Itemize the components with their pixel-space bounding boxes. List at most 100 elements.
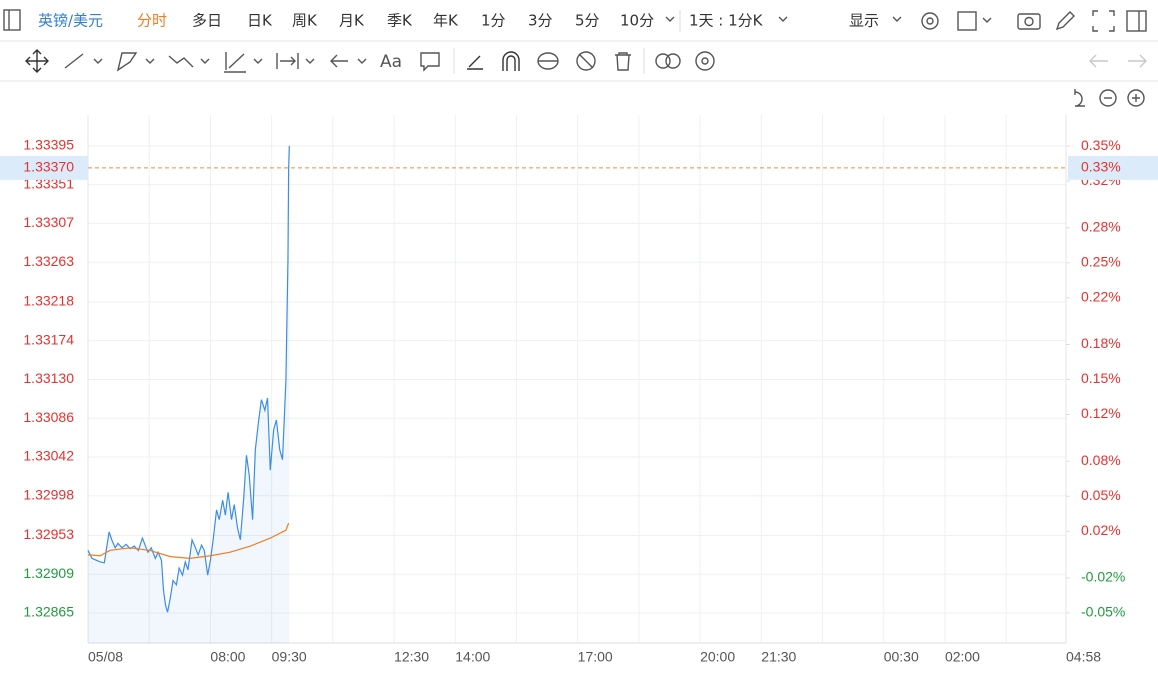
y-tick-label: 1.33307 [23, 214, 74, 230]
wave-tool[interactable] [168, 55, 194, 68]
reset-zoom[interactable] [1074, 89, 1085, 107]
price-line [87, 522, 290, 559]
period-tab[interactable]: 1分 [481, 12, 506, 30]
area-fill [88, 145, 290, 643]
note-tool[interactable] [420, 52, 440, 72]
fullscreen-icon[interactable] [1092, 10, 1115, 32]
zoom-out[interactable] [1099, 89, 1117, 107]
x-tick-label: 12:30 [394, 649, 429, 665]
y-tick-label: 1.33395 [23, 137, 74, 153]
y2-tick-label: 0.12% [1081, 405, 1121, 421]
redo[interactable] [1128, 54, 1147, 68]
last-change-box [1068, 155, 1158, 180]
x-tick-label: 14:00 [455, 649, 490, 665]
magnet-line-tool[interactable] [467, 55, 483, 70]
undo[interactable] [1089, 54, 1108, 68]
chart: 05/08 08:00 09:30 12:30 14:00 17:00 20:00 21:30… [0, 115, 1158, 665]
last-change-label: 0.33% [1081, 159, 1121, 175]
x-tick-label: 17:00 [578, 649, 613, 665]
chevron [982, 17, 992, 23]
last-price-label: 1.33370 [23, 159, 74, 175]
pen-icon[interactable] [1055, 11, 1075, 31]
chevron [665, 16, 675, 22]
y-tick-label: 1.33086 [23, 409, 74, 425]
x-tick-label: 08:00 [210, 649, 245, 665]
settings-icon-core [926, 17, 934, 25]
zoom-in-sign [1132, 94, 1140, 102]
camera-lens [1024, 16, 1034, 27]
period-tab[interactable]: 日K [247, 12, 273, 30]
symbol[interactable]: 英镑/美元 [38, 12, 103, 30]
arrow-tool[interactable] [330, 54, 348, 68]
compare-tool[interactable] [655, 53, 671, 69]
x-tick-label: 05/08 [88, 649, 123, 665]
x-tick-label: 21:30 [761, 649, 796, 665]
display-menu[interactable]: 显示 [849, 12, 879, 30]
zoom-in[interactable] [1127, 89, 1145, 107]
shape-tool[interactable] [116, 52, 138, 72]
y2-tick-label: -0.05% [1081, 604, 1125, 620]
sidebar-toggle[interactable] [3, 9, 21, 31]
panel-icon[interactable] [1126, 10, 1147, 32]
period-tab[interactable]: 5分 [575, 12, 600, 30]
y-tick-label: 1.32865 [23, 604, 74, 620]
x-tick-label: 02:00 [945, 649, 980, 665]
chevron [305, 58, 315, 64]
last-price-box [0, 155, 88, 180]
delete-tool[interactable] [615, 52, 631, 71]
chevron [357, 58, 367, 64]
y2-tick-label: 0.15% [1081, 370, 1121, 386]
y-tick-label: 1.32953 [23, 526, 74, 542]
chevron [778, 16, 788, 22]
range-select[interactable]: 1天 : 1分K [689, 12, 764, 30]
hide-tool[interactable] [576, 51, 596, 71]
y-tick-label: 1.32998 [23, 486, 74, 502]
y2-tick-label: 0.08% [1081, 452, 1121, 468]
y2-tick-label: 0.28% [1081, 218, 1121, 234]
price-line [87, 145, 290, 613]
period-tab[interactable]: 周K [292, 12, 318, 30]
period-tab[interactable]: 年K [433, 12, 459, 30]
measure-tool[interactable] [276, 53, 299, 69]
period-tab[interactable]: 多日 [192, 12, 222, 30]
y-tick-label: 1.32909 [23, 565, 74, 581]
x-tick-label: 00:30 [884, 649, 919, 665]
y2-tick-label: 0.05% [1081, 487, 1121, 503]
period-tab[interactable]: 分时 [137, 12, 167, 30]
line-tool[interactable] [64, 53, 84, 69]
x-tick-label: 20:00 [700, 649, 735, 665]
draw-settings[interactable] [695, 51, 715, 71]
y-tick-label: 1.33263 [23, 253, 74, 269]
y-tick-label: 1.33042 [23, 448, 74, 464]
y2-tick-label: 0.22% [1081, 289, 1121, 305]
chevron [93, 58, 103, 64]
camera-icon[interactable] [1017, 13, 1041, 30]
text-tool[interactable]: Aa [380, 52, 402, 72]
period-tab[interactable]: 10分 [620, 12, 654, 30]
y2-tick-label: 0.25% [1081, 253, 1121, 269]
draw-settings-core [701, 57, 709, 65]
settings-icon[interactable] [921, 12, 939, 30]
period-tab[interactable]: 季K [387, 12, 413, 30]
move-tool[interactable] [25, 49, 49, 73]
period-tab[interactable]: 3分 [528, 12, 553, 30]
y2-tick-label: 0.18% [1081, 335, 1121, 351]
y2-tick-label: -0.02% [1081, 569, 1125, 585]
fib-tool[interactable] [224, 52, 246, 73]
y-tick-label: 1.33130 [23, 370, 74, 386]
magnet-tool[interactable] [502, 51, 520, 71]
hide-tool-slash [578, 53, 594, 69]
chevron [200, 58, 210, 64]
chevron [145, 58, 155, 64]
x-tick-label: 04:58 [1066, 649, 1101, 665]
x-tick-label: 09:30 [272, 649, 307, 665]
y-tick-label: 1.33174 [23, 331, 74, 347]
y2-tick-label: 0.35% [1081, 137, 1121, 153]
period-tab[interactable]: 月K [339, 12, 365, 30]
layout-icon[interactable] [957, 11, 977, 31]
chevron [892, 16, 902, 22]
compare-tool-2 [665, 53, 681, 69]
y-tick-label: 1.33218 [23, 293, 74, 309]
